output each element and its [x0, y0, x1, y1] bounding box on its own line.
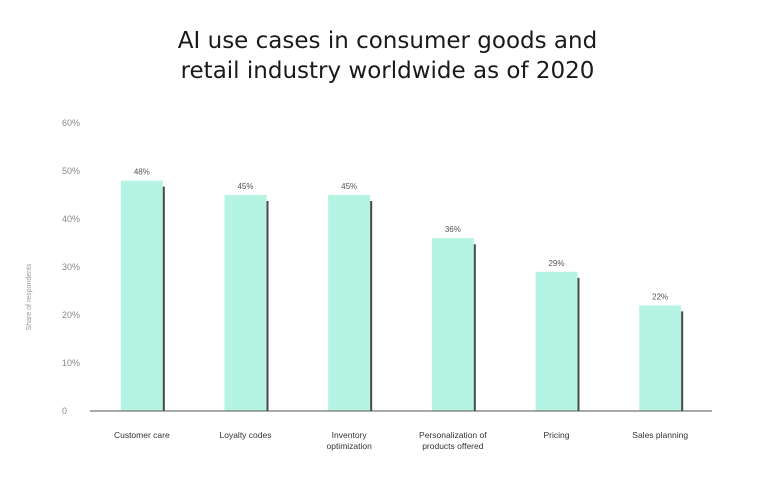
x-tick-label: Pricing	[544, 430, 570, 440]
data-label: 36%	[445, 225, 461, 234]
y-tick-label: 20%	[62, 310, 80, 320]
x-tick-label: optimization	[326, 441, 372, 451]
bar-shadow	[472, 244, 476, 411]
chart-title-line-1: AI use cases in consumer goods and	[177, 28, 598, 54]
chart-title: AI use cases in consumer goods and retai…	[0, 26, 775, 86]
data-label: 22%	[652, 292, 668, 301]
x-tick-label: Personalization of	[419, 430, 487, 440]
bars: 48% 45% 45% 36% 29% 22%	[120, 168, 684, 411]
data-label: 29%	[548, 259, 564, 268]
x-tick-label: Sales planning	[632, 430, 688, 440]
y-tick-label: 50%	[62, 166, 80, 176]
bar	[535, 271, 578, 411]
x-axis: Customer care Loyalty codes Inventoryoptim…	[90, 410, 712, 451]
y-axis-label: Share of respondents	[26, 263, 33, 330]
x-tick-label: Loyalty codes	[220, 430, 272, 440]
bar	[120, 180, 163, 411]
bar-shadow	[576, 277, 580, 411]
chart-title-line-2: retail industry worldwide as of 2020	[180, 58, 595, 84]
x-tick-label: Customer care	[114, 430, 170, 440]
bar	[639, 305, 682, 411]
data-label: 48%	[134, 168, 150, 177]
bar-shadow	[680, 311, 684, 411]
x-tick-label: products offered	[422, 441, 484, 451]
y-tick-label: 40%	[62, 214, 80, 224]
bar	[224, 195, 267, 411]
y-tick-label: 10%	[62, 358, 80, 368]
data-label: 45%	[237, 182, 253, 191]
bar-shadow	[161, 186, 165, 411]
bar	[328, 195, 371, 411]
data-label: 45%	[341, 182, 357, 191]
y-tick-label: 30%	[62, 262, 80, 272]
x-tick-label: Inventory	[332, 430, 368, 440]
bar-shadow	[265, 201, 269, 411]
y-tick-label: 0	[62, 406, 67, 416]
bar	[431, 238, 474, 411]
y-axis: 0 10% 20% 30% 40% 50% 60% Share of respondents	[26, 118, 80, 416]
y-tick-label: 60%	[62, 118, 80, 128]
bar-shadow	[369, 201, 373, 411]
